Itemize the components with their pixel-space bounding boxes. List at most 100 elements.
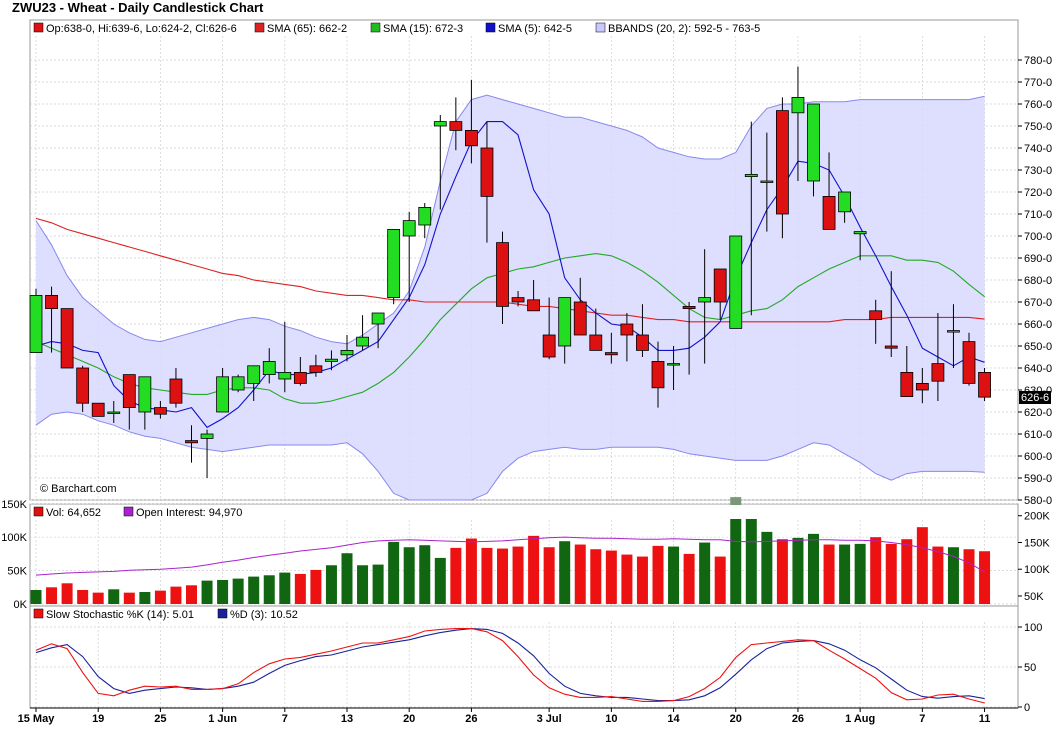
candle-body	[713, 268, 727, 303]
volume-bar	[139, 591, 151, 604]
candle	[527, 280, 540, 312]
candle-body	[682, 305, 696, 309]
candle	[76, 365, 90, 412]
price-tick-label: 590-0	[1024, 473, 1052, 485]
x-tick-label: 7	[282, 713, 288, 725]
candle-body	[636, 334, 649, 351]
candle-body	[153, 407, 167, 415]
candle-body	[527, 299, 540, 312]
legend-sma65: SMA (65): 662-2	[267, 23, 347, 35]
stochastic-grid	[30, 606, 1018, 708]
volume-bar	[77, 589, 89, 604]
legend-ohlc: Op:638-0, Hi:639-6, Lo:624-2, Cl:626-6	[46, 23, 237, 35]
last-price-marker	[1019, 391, 1051, 404]
volume-left-tick-label: 100K	[1, 532, 27, 544]
candle	[713, 268, 727, 320]
price-tick-label: 750-0	[1024, 121, 1052, 133]
candle-body	[978, 371, 991, 398]
candle	[915, 368, 929, 404]
candle-body	[340, 349, 354, 356]
candle	[978, 368, 991, 401]
volume-bar	[263, 575, 275, 604]
legend-stoch-k: Slow Stochastic %K (14): 5.01	[46, 609, 194, 621]
candle	[838, 191, 851, 223]
volume-bar	[310, 569, 322, 604]
candle-body	[293, 371, 307, 384]
candle	[729, 235, 743, 329]
price-tick-label: 660-0	[1024, 319, 1052, 331]
volume-bar	[186, 585, 197, 604]
x-axis: 15 May 19 25 1 Jun 7 13 20 26 3 Jul 10 14 20 26 1 Aug…	[18, 707, 1018, 725]
volume-bar	[683, 553, 695, 604]
price-tick-label: 680-0	[1024, 275, 1052, 287]
volume-bar	[154, 590, 166, 604]
volume-bar	[792, 537, 804, 604]
volume-left-tick-label: 50K	[7, 566, 27, 578]
candle	[744, 121, 758, 316]
price-axis: 580-0590-0600-0610-0620-0630-0640-0650-0…	[1018, 55, 1052, 507]
price-tick-label: 640-0	[1024, 363, 1052, 375]
candle-body	[884, 345, 898, 349]
candle-body	[262, 360, 276, 375]
candle	[853, 231, 867, 261]
candle-body	[216, 376, 230, 413]
legend-sma5: SMA (5): 642-5	[498, 23, 572, 35]
volume-bar	[465, 538, 477, 604]
candle	[418, 203, 432, 239]
volume-bar	[901, 539, 913, 604]
candle	[107, 401, 121, 423]
price-tick-label: 650-0	[1024, 341, 1052, 353]
candle	[620, 313, 634, 362]
volume-bar-overflow	[730, 497, 742, 506]
candle-body	[542, 334, 556, 358]
price-tick-label: 710-0	[1024, 209, 1052, 221]
moving-averages	[35, 121, 985, 429]
candle	[496, 231, 509, 324]
stochastic-tick-label: 50	[1024, 662, 1036, 674]
sma65-line	[35, 217, 985, 323]
volume-bar	[559, 541, 571, 604]
x-tick-label: 10	[605, 713, 617, 725]
candle	[791, 66, 805, 181]
candle	[371, 312, 385, 349]
volume-bar	[730, 505, 742, 604]
candle-body	[604, 352, 618, 356]
x-tick-label: 1 Jun	[208, 713, 237, 725]
candle	[402, 211, 416, 302]
volume-bar	[341, 553, 353, 604]
volume-bar	[61, 583, 73, 604]
volume-bar	[543, 547, 555, 604]
price-tick-label: 610-0	[1024, 429, 1052, 441]
copyright: © Barchart.com	[40, 483, 117, 495]
candle	[356, 315, 369, 351]
volume-bar	[699, 542, 711, 604]
candle-body	[356, 336, 369, 347]
volume-bar	[450, 547, 462, 604]
x-tick-label: 1 Aug	[845, 713, 875, 725]
volume-bar	[590, 549, 602, 604]
volume-bar	[388, 541, 400, 604]
legend-bbands: BBANDS (20, 2): 592-5 - 763-5	[608, 23, 760, 35]
candle	[29, 288, 43, 353]
x-tick-label: 25	[154, 713, 166, 725]
price-tick-label: 690-0	[1024, 253, 1052, 265]
volume-bar	[512, 546, 524, 604]
volume-bar	[108, 589, 120, 604]
volume-bar	[46, 587, 58, 604]
x-tick-label: 20	[403, 713, 415, 725]
candle	[636, 304, 649, 357]
volume-bar	[92, 592, 104, 604]
candle-body	[962, 341, 976, 384]
volume-bar	[963, 549, 975, 604]
legend-sma15: SMA (15): 672-3	[383, 23, 463, 35]
candle	[231, 374, 245, 393]
candle-body	[200, 433, 214, 439]
legend-swatch-sma5	[485, 22, 496, 33]
volume-bar	[823, 544, 835, 604]
volume-axes: 0K 50K 100K 150K 50K 100K 150K 200K	[1, 499, 1050, 611]
volume-bar	[885, 543, 897, 604]
candle-body	[915, 382, 929, 391]
candle-body	[325, 358, 338, 362]
volume-left-tick-label: 0K	[14, 599, 28, 611]
stochastic-d-line	[35, 628, 985, 702]
